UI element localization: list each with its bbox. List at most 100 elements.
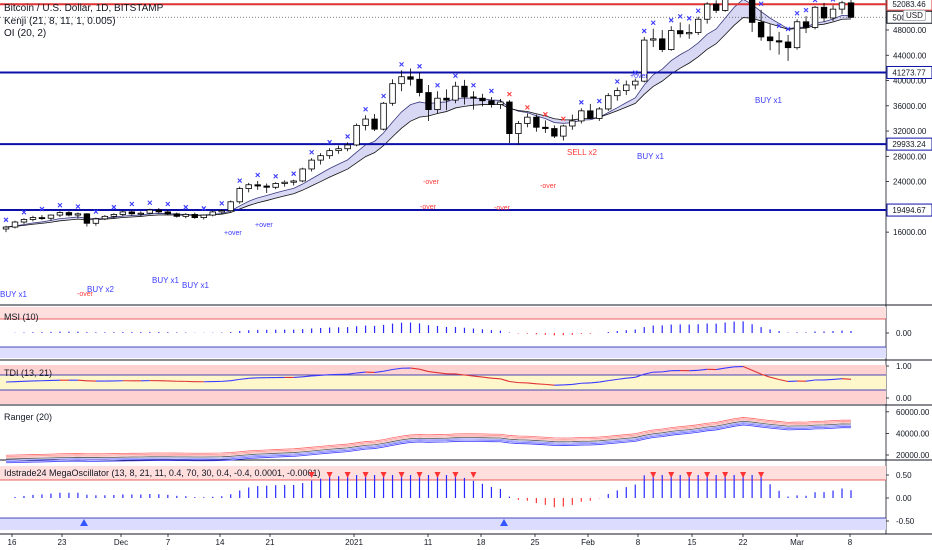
candle-down[interactable] (155, 209, 163, 213)
candle-up[interactable] (362, 118, 369, 126)
candle-down[interactable] (766, 36, 774, 42)
candle-down[interactable] (407, 76, 414, 80)
candle-up[interactable] (668, 30, 675, 50)
candle-down[interactable] (65, 212, 73, 216)
candle-down[interactable] (551, 128, 558, 137)
candle-up[interactable] (182, 214, 189, 217)
candle-up[interactable] (308, 159, 315, 170)
candle-up[interactable] (209, 211, 216, 216)
candle-up[interactable] (389, 83, 396, 104)
candle-down[interactable] (847, 2, 855, 18)
candle-down[interactable] (38, 217, 46, 219)
candle-down[interactable] (254, 184, 261, 187)
candle-up[interactable] (721, 0, 729, 11)
candle-up[interactable] (281, 181, 288, 184)
candle-down[interactable] (416, 78, 423, 93)
candle-up[interactable] (146, 209, 154, 214)
candle-up[interactable] (290, 180, 297, 183)
candle-up[interactable] (56, 212, 64, 216)
candle-up[interactable] (560, 125, 567, 137)
candle-up[interactable] (11, 221, 19, 228)
candle-up[interactable] (703, 3, 711, 20)
candle-down[interactable] (263, 185, 270, 188)
candle-up[interactable] (110, 214, 118, 217)
candle-down[interactable] (443, 97, 450, 101)
candle-up[interactable] (227, 201, 234, 212)
candle-down[interactable] (83, 213, 91, 224)
candle-up[interactable] (29, 217, 37, 220)
currency-badge[interactable]: USD (903, 10, 926, 21)
candle-down[interactable] (677, 30, 684, 35)
candle-up[interactable] (380, 102, 387, 130)
candle-down[interactable] (173, 213, 180, 217)
candle-down[interactable] (461, 85, 468, 98)
candle-down[interactable] (191, 214, 198, 218)
candle-down[interactable] (802, 21, 810, 28)
candle-up[interactable] (524, 116, 531, 124)
candle-up[interactable] (829, 8, 837, 19)
candle-up[interactable] (578, 110, 585, 122)
candle-down[interactable] (757, 22, 765, 38)
candle-up[interactable] (47, 214, 55, 219)
candle-down[interactable] (775, 40, 783, 43)
candle-down[interactable] (479, 97, 486, 102)
candle-up[interactable] (623, 84, 630, 92)
candle-up[interactable] (299, 168, 306, 182)
candle-up[interactable] (793, 21, 801, 49)
candle-up[interactable] (92, 218, 100, 224)
candle-down[interactable] (506, 101, 513, 134)
buy-signal-label: BUY x1 (152, 276, 180, 285)
candle-up[interactable] (515, 123, 522, 134)
candle-up[interactable] (434, 97, 441, 110)
candle-down[interactable] (712, 3, 720, 11)
candle-up[interactable] (452, 85, 459, 101)
candle-up[interactable] (569, 120, 576, 127)
candle-up[interactable] (632, 80, 639, 86)
candle-up[interactable] (317, 155, 324, 161)
candle-up[interactable] (398, 76, 405, 85)
candle-up[interactable] (344, 144, 351, 150)
candle-up[interactable] (497, 101, 504, 105)
candle-up[interactable] (838, 2, 846, 10)
mega-sell-triangle (344, 472, 351, 478)
candle-down[interactable] (128, 211, 136, 215)
candle-down[interactable] (587, 110, 594, 119)
candle-down[interactable] (533, 116, 540, 128)
candle-up[interactable] (272, 183, 279, 188)
signal-cross-marker (111, 204, 117, 210)
candle-up[interactable] (694, 18, 702, 33)
candle-up[interactable] (605, 95, 612, 110)
candle-up[interactable] (686, 32, 693, 35)
candle-up[interactable] (650, 38, 657, 41)
candle-up[interactable] (200, 214, 207, 218)
candle-down[interactable] (470, 96, 477, 99)
candle-down[interactable] (659, 38, 666, 50)
candle-down[interactable] (542, 126, 549, 129)
candle-down[interactable] (748, 0, 756, 23)
candle-up[interactable] (119, 211, 127, 215)
candle-down[interactable] (371, 118, 378, 130)
candle-up[interactable] (326, 150, 333, 157)
candle-down[interactable] (820, 6, 828, 19)
candle-down[interactable] (784, 41, 792, 49)
candle-up[interactable] (811, 6, 819, 28)
candle-down[interactable] (425, 92, 432, 110)
candle-up[interactable] (353, 124, 360, 146)
candle-down[interactable] (164, 211, 171, 215)
candle-up[interactable] (236, 188, 243, 203)
candle-up[interactable] (137, 212, 145, 215)
candle-down[interactable] (488, 100, 495, 105)
mega-sell-triangle (308, 472, 315, 478)
candle-up[interactable] (2, 226, 10, 230)
candle-up[interactable] (614, 90, 621, 97)
candle-up[interactable] (596, 108, 603, 119)
candle-up[interactable] (218, 210, 225, 213)
price-axis[interactable] (886, 0, 932, 550)
candle-up[interactable] (101, 215, 109, 220)
candle-up[interactable] (74, 213, 82, 216)
candle-up[interactable] (245, 184, 252, 189)
candle-up[interactable] (20, 219, 28, 223)
candle-up[interactable] (641, 39, 648, 82)
candle-up[interactable] (335, 148, 342, 152)
